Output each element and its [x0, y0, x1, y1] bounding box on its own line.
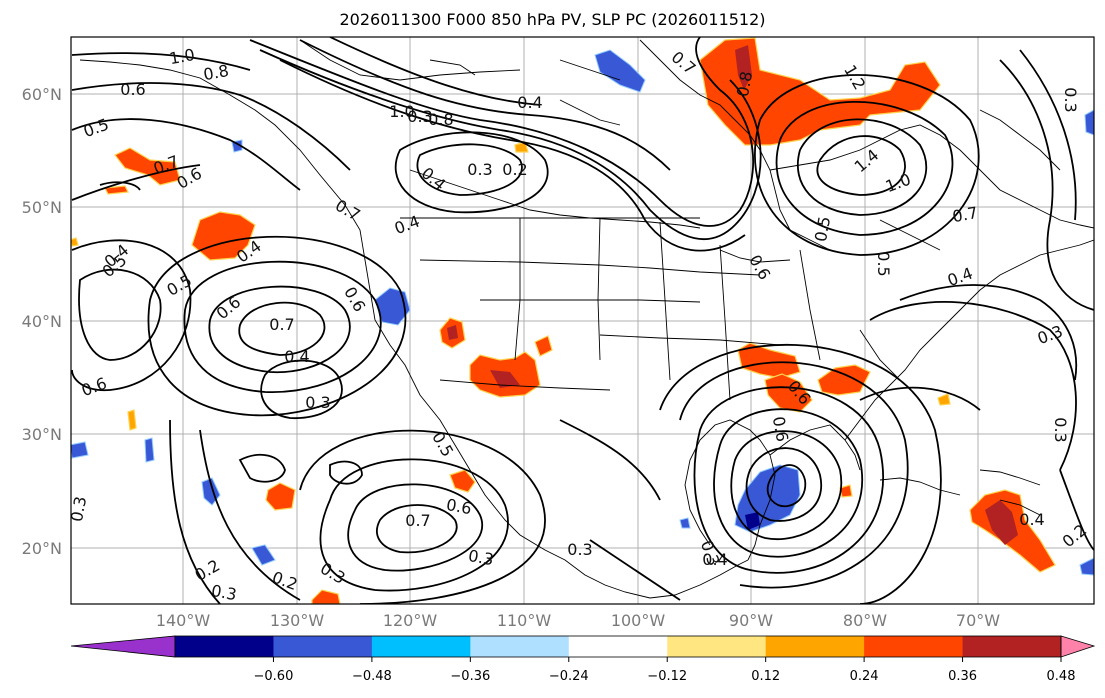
- contour-label: 0.3: [1051, 417, 1070, 442]
- lon-label: 130°W: [270, 611, 325, 630]
- colorbar-cell: [568, 636, 668, 657]
- colorbar-extend-low: [70, 635, 176, 658]
- contour-label: 0.8: [733, 70, 756, 98]
- lon-label: 120°W: [383, 611, 438, 630]
- colorbar-cell: [962, 636, 1062, 657]
- contour-label: 0.4: [702, 550, 727, 569]
- colorbar-tick-label: −0.48: [352, 669, 392, 684]
- colorbar-tick-label: −0.24: [549, 669, 589, 684]
- colorbar-tick-label: −0.12: [647, 669, 687, 684]
- colorbar-cell: [765, 636, 865, 657]
- contour-label: 1.0: [389, 102, 414, 121]
- lon-label: 100°W: [611, 611, 666, 630]
- pv-negative-shading: [71, 49, 1094, 576]
- colorbar-cell: [470, 636, 570, 657]
- contour-label: 0.4: [1019, 510, 1044, 529]
- colorbar-tick-label: −0.36: [450, 669, 490, 684]
- contour-label: 0.7: [951, 203, 979, 226]
- lon-label: 110°W: [497, 611, 552, 630]
- contour-label: 0.3: [407, 107, 432, 126]
- colorbar-tick-label: 0.36: [948, 669, 977, 684]
- contour-label: 0.3: [210, 581, 238, 604]
- lat-label: 40°N: [22, 312, 62, 331]
- contour-label: 0.4: [284, 347, 309, 366]
- lat-label: 20°N: [22, 539, 62, 558]
- plot-title: 2026011300 F000 850 hPa PV, SLP PC (2026…: [339, 10, 766, 29]
- map-frame: [70, 36, 1095, 605]
- contour-label: 0.3: [467, 160, 492, 179]
- contour-label: 0.3: [567, 540, 592, 559]
- contour-label: 0.7: [269, 315, 294, 334]
- colorbar-extend-high: [1060, 635, 1096, 658]
- contour-label: 0.5: [874, 251, 893, 276]
- contour-label: 0.3: [467, 546, 495, 569]
- colorbar-cell: [175, 636, 274, 657]
- contour-label: 0.4: [517, 93, 542, 112]
- colorbar-tick-label: −0.60: [254, 669, 294, 684]
- contour-label: 0.7: [405, 511, 430, 530]
- colorbar: −0.60 −0.48 −0.36 −0.24 −0.12 0.12 0.24 0.36 0.4…: [70, 635, 1096, 684]
- contour-label: 1.0: [168, 45, 196, 68]
- lon-label: 90°W: [729, 611, 773, 630]
- lon-label: 80°W: [843, 611, 887, 630]
- contour-label: 0.8: [428, 110, 453, 129]
- contour-label: 0.2: [502, 160, 527, 179]
- contour-label: 0.5: [811, 215, 834, 243]
- lat-label: 50°N: [22, 198, 62, 217]
- lon-label: 70°W: [956, 611, 1000, 630]
- lat-label: 30°N: [22, 425, 62, 444]
- colorbar-tick-label: 0.48: [1047, 669, 1076, 684]
- colorbar-tick-label: 0.24: [850, 669, 879, 684]
- contour-label: 0.6: [445, 495, 473, 518]
- colorbar-tick-label: 0.12: [751, 669, 780, 684]
- lat-label: 60°N: [22, 85, 62, 104]
- contour-label: 0.3: [67, 495, 90, 523]
- contour-label: 0.6: [769, 415, 792, 443]
- contour-label: 0.3: [1061, 87, 1080, 112]
- contour-label: 0.6: [120, 80, 145, 99]
- pressure-contours: [71, 37, 1094, 604]
- lon-label: 140°W: [156, 611, 211, 630]
- latitude-axis: 60°N 50°N 40°N 30°N 20°N: [22, 85, 62, 558]
- colorbar-cell: [273, 636, 373, 657]
- colorbar-cell: [371, 636, 471, 657]
- colorbar-cell: [667, 636, 767, 657]
- colorbar-cell: [864, 636, 964, 657]
- contour-label: 0.3: [305, 393, 330, 412]
- longitude-axis: 140°W 130°W 120°W 110°W 100°W 90°W 80°W …: [156, 611, 1000, 630]
- contour-label: 0.8: [202, 61, 230, 84]
